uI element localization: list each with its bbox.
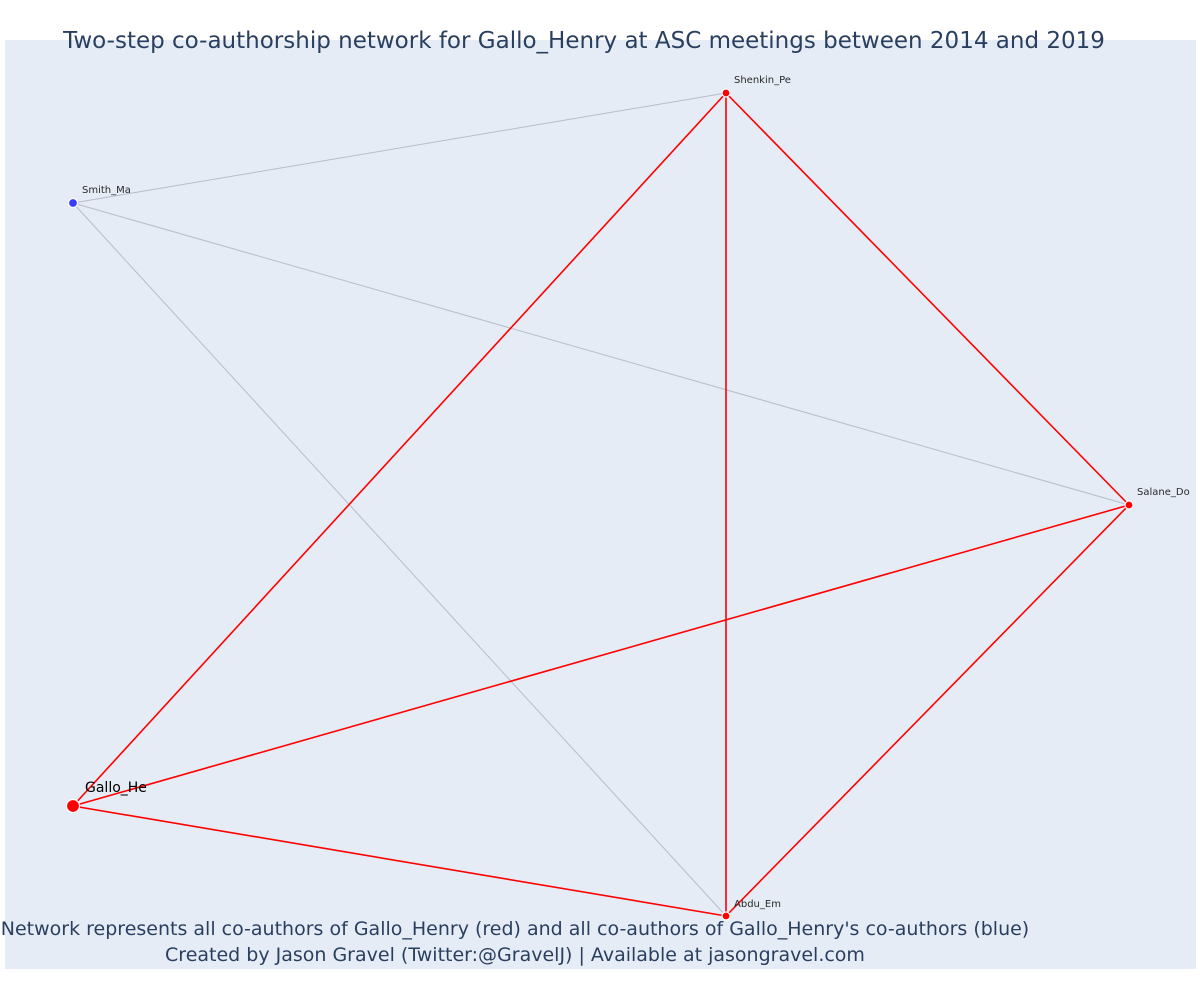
node-label-Abdu_Em: Abdu_Em bbox=[734, 899, 781, 910]
edge-Gallo_He-Shenkin_Pe bbox=[72, 92, 727, 807]
edge-Smith_Ma-Salane_Do bbox=[72, 202, 1130, 506]
node-label-Salane_Do: Salane_Do bbox=[1137, 487, 1190, 498]
nodes-layer bbox=[65, 88, 1134, 921]
node-Gallo_He[interactable] bbox=[65, 798, 81, 814]
node-label-Smith_Ma: Smith_Ma bbox=[82, 185, 131, 196]
edge-Smith_Ma-Abdu_Em bbox=[72, 202, 727, 917]
edge-Shenkin_Pe-Salane_Do bbox=[725, 92, 1130, 506]
edge-Salane_Do-Abdu_Em bbox=[725, 504, 1130, 917]
edges-layer bbox=[72, 92, 1130, 917]
labels-layer: Gallo_He Shenkin_Pe Salane_Do Abdu_Em Smith_… bbox=[82, 75, 1190, 910]
node-Smith_Ma[interactable] bbox=[67, 197, 79, 209]
node-label-Gallo_He: Gallo_He bbox=[85, 780, 147, 796]
node-label-Shenkin_Pe: Shenkin_Pe bbox=[734, 75, 791, 86]
chart-title: Two-step co-authorship network for Gallo… bbox=[63, 28, 1105, 54]
node-Salane_Do[interactable] bbox=[1124, 500, 1134, 510]
node-Abdu_Em[interactable] bbox=[721, 911, 731, 921]
plot-area bbox=[5, 40, 1196, 969]
caption-credit: Created by Jason Gravel (Twitter:@Gravel… bbox=[165, 944, 865, 966]
edge-Gallo_He-Abdu_Em bbox=[72, 805, 727, 917]
node-Shenkin_Pe[interactable] bbox=[721, 88, 731, 98]
edge-Gallo_He-Salane_Do bbox=[72, 504, 1130, 807]
edge-Smith_Ma-Shenkin_Pe bbox=[72, 92, 727, 204]
caption-description: Network represents all co-authors of Gal… bbox=[0, 918, 1030, 940]
